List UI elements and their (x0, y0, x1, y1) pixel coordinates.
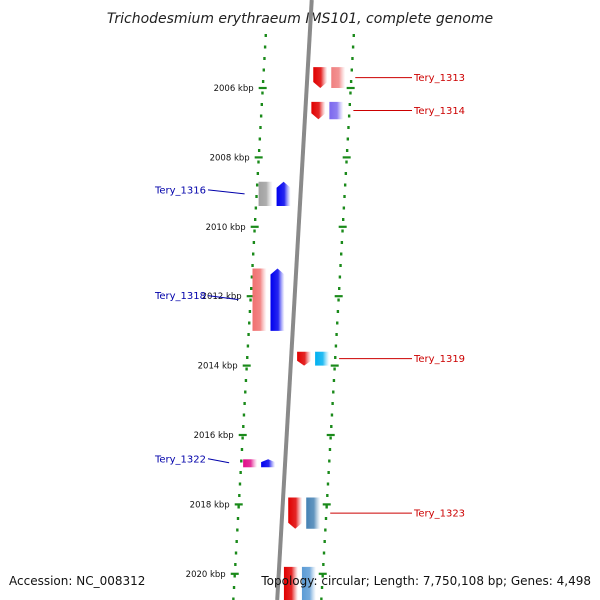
gene-label: Tery_1323 (413, 509, 465, 520)
gene-block (283, 566, 298, 600)
gene-label: Tery_1313 (413, 73, 465, 84)
gene: Tery_1318 (154, 268, 285, 331)
accession-text: Accession: NC_008312 (9, 574, 146, 588)
map-title: Trichodesmium erythraeum IMS101, complet… (107, 11, 493, 27)
gene-block (270, 268, 285, 331)
gene-label: Tery_1314 (413, 106, 465, 117)
gene-leader-line (207, 189, 245, 195)
kbp-tick-label: 2010 kbp (206, 223, 246, 233)
kbp-tick-label: 2018 kbp (190, 500, 230, 510)
gene-block (252, 268, 267, 331)
kbp-tick-label: 2016 kbp (194, 431, 234, 441)
gene: Tery_1319 (297, 351, 465, 366)
gene-block (297, 351, 312, 366)
track-dots (232, 34, 355, 600)
gene-block (306, 497, 321, 529)
gene-block (311, 101, 326, 120)
kbp-tick-label: 2008 kbp (210, 153, 250, 163)
gene: Tery_1313 (313, 67, 465, 88)
kbp-tick-label: 2006 kbp (214, 84, 254, 94)
gene-label: Tery_1318 (154, 291, 206, 302)
genes: Tery_1313 Tery_1314 Tery_1316 Tery_1318 Tery… (154, 67, 465, 600)
gene (283, 566, 316, 600)
gene-leader-line (207, 458, 230, 464)
gene-block (331, 67, 346, 88)
gene-label: Tery_1319 (413, 354, 465, 365)
topology-text: Topology: circular; Length: 7,750,108 bp… (261, 574, 591, 588)
gene-block (329, 101, 344, 120)
gene-label: Tery_1322 (154, 454, 206, 465)
kbp-tick-label: 2020 kbp (186, 570, 226, 580)
gene-block (301, 566, 316, 600)
gene-block (288, 497, 303, 529)
gene-block (276, 181, 291, 206)
genome-backbone (275, 0, 314, 600)
gene: Tery_1322 (154, 454, 276, 468)
gene-block (258, 181, 273, 206)
gene-leader-line (207, 295, 239, 301)
gene-block (243, 459, 258, 468)
gene-label: Tery_1316 (154, 185, 206, 196)
gene-block (315, 351, 330, 366)
gene: Tery_1314 (311, 101, 465, 120)
gene-block (261, 459, 276, 468)
gene: Tery_1316 (154, 181, 291, 206)
gene-block (313, 67, 328, 88)
kbp-tick-label: 2014 kbp (198, 362, 238, 372)
gene: Tery_1323 (288, 497, 465, 529)
